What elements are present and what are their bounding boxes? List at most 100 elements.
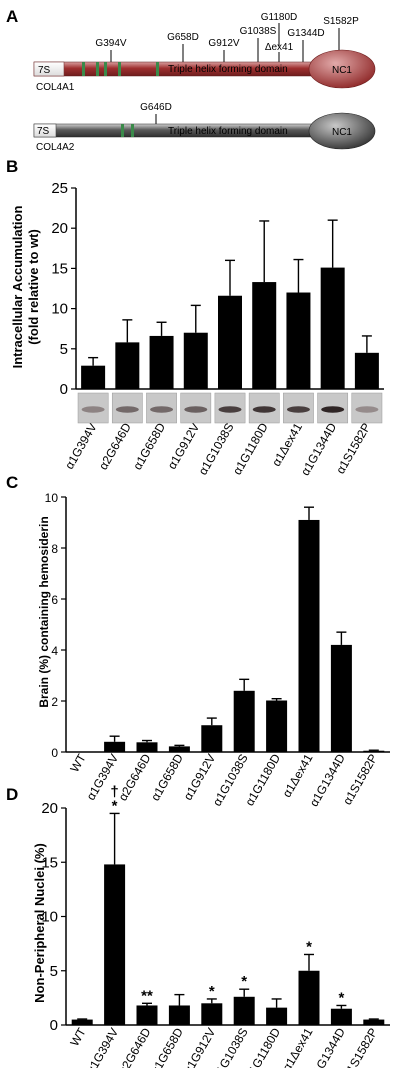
mutation-label-g1038s: G1038S xyxy=(240,26,277,37)
y-tick-label: 5 xyxy=(60,341,68,358)
significance-marker: * xyxy=(112,797,118,814)
y-tick-label: 0 xyxy=(51,746,58,760)
y-tick-label: 0 xyxy=(60,381,68,398)
mutation-label-g394v: G394V xyxy=(95,38,126,49)
x-category-label: α1G912V xyxy=(181,1026,219,1068)
significance-marker: * xyxy=(306,938,312,955)
y-tick-label: 25 xyxy=(51,180,68,197)
interruption-marker xyxy=(82,62,85,76)
x-category-label: α1G1180D xyxy=(230,420,271,477)
bar xyxy=(183,332,208,389)
western-blot-band xyxy=(252,406,276,413)
x-category-label: α1G394V xyxy=(62,421,100,472)
y-tick-label: 2 xyxy=(51,695,58,709)
panel-a-letter: A xyxy=(6,7,18,26)
bar xyxy=(136,742,158,752)
x-category-label: WT xyxy=(67,1025,89,1049)
bar xyxy=(298,519,320,752)
mutation-label-g658d: G658D xyxy=(167,32,199,43)
y-tick-label: 8 xyxy=(51,542,58,556)
col4a2-name: COL4A2 xyxy=(36,142,75,153)
significance-marker: * xyxy=(241,973,247,990)
bar xyxy=(354,352,379,389)
mutation-label-g912v: G912V xyxy=(208,38,239,49)
mutation-label-g646d: G646D xyxy=(140,102,172,113)
bar xyxy=(218,295,242,389)
col4a1-name: COL4A1 xyxy=(36,82,75,93)
chart-b-ylabel-line1: Intracellular Accumulation xyxy=(10,206,25,369)
bar xyxy=(104,864,126,1025)
interruption-marker xyxy=(118,62,121,76)
x-category-label: α1Δex41 xyxy=(269,420,305,469)
col4a1-7s-box xyxy=(33,61,65,77)
col4a2-7s-box xyxy=(33,123,57,138)
interruption-marker xyxy=(121,124,124,137)
panel-c-letter: C xyxy=(6,473,18,492)
bar xyxy=(71,1019,93,1025)
col4a2-7s-label: 7S xyxy=(37,126,50,137)
bar xyxy=(330,644,352,752)
mutation-label-g1180d: G1180D xyxy=(261,12,298,23)
bar xyxy=(363,1019,385,1025)
western-blot-band xyxy=(184,406,208,413)
significance-marker: * xyxy=(338,989,344,1006)
x-category-label: α1Δex41 xyxy=(280,751,316,800)
chart-d-ylabel: Non-Peripheral Nuclei (%) xyxy=(32,843,47,1003)
bar xyxy=(233,690,255,752)
x-category-label: α1G658D xyxy=(130,420,168,472)
bar xyxy=(81,365,106,389)
col4a1-nc1-label: NC1 xyxy=(332,65,352,76)
col4a1-domain-label: Triple helix forming domain xyxy=(168,64,288,75)
significance-marker: ** xyxy=(141,987,153,1004)
x-category-label: α2G646D xyxy=(116,1025,154,1068)
interruption-marker xyxy=(104,62,107,76)
western-blot-band xyxy=(321,406,345,413)
x-category-label: α1Δex41 xyxy=(280,1025,316,1068)
western-blot-band xyxy=(115,406,139,413)
x-category-label: WT xyxy=(67,751,89,775)
bar xyxy=(149,335,174,389)
x-category-label: α1S1582P xyxy=(333,421,373,477)
col4a1-nc1-domain xyxy=(308,49,376,89)
bar xyxy=(330,1008,352,1025)
x-category-label: α1G658D xyxy=(148,1025,186,1068)
y-tick-label: 10 xyxy=(51,301,68,318)
y-tick-label: 20 xyxy=(41,800,58,817)
col4a2-nc1-domain xyxy=(308,112,376,150)
panel-b-letter: B xyxy=(6,157,18,176)
y-tick-label: 5 xyxy=(50,963,58,980)
bar xyxy=(168,1005,190,1025)
y-tick-label: 20 xyxy=(51,220,68,237)
significance-marker: * xyxy=(209,983,215,1000)
bar xyxy=(286,292,311,389)
col4a2-nc1-label: NC1 xyxy=(332,127,352,138)
bar xyxy=(136,1005,158,1025)
y-tick-label: 0 xyxy=(50,1017,58,1034)
mutation-label-dex41: Δex41 xyxy=(265,42,294,53)
col4a2-domain-label: Triple helix forming domain xyxy=(168,126,288,137)
interruption-marker xyxy=(131,124,134,137)
mutation-label-g1344d: G1344D xyxy=(287,28,324,39)
x-category-label: α1G394V xyxy=(84,1026,122,1068)
western-blot-band xyxy=(355,406,379,413)
chart-c: 0246810WTα1G394Vα2G646Dα1G658Dα1G912Vα1G… xyxy=(45,491,390,809)
western-blot-band xyxy=(286,406,310,413)
x-category-label: α2G646D xyxy=(96,420,134,472)
y-tick-label: 15 xyxy=(51,260,68,277)
bar xyxy=(320,267,345,389)
panel-d-letter: D xyxy=(6,785,18,804)
dagger-marker: † xyxy=(110,783,118,800)
col4a1-7s-label: 7S xyxy=(38,65,51,76)
bar xyxy=(363,750,385,752)
col4a2-schematic: G646D 7S Triple helix forming domain NC1… xyxy=(33,102,376,153)
y-tick-label: 10 xyxy=(41,909,58,926)
bar xyxy=(201,1003,223,1025)
bar xyxy=(252,282,277,389)
interruption-marker xyxy=(96,62,99,76)
y-tick-label: 4 xyxy=(51,644,58,658)
bar xyxy=(233,996,255,1025)
y-tick-label: 10 xyxy=(45,491,59,505)
